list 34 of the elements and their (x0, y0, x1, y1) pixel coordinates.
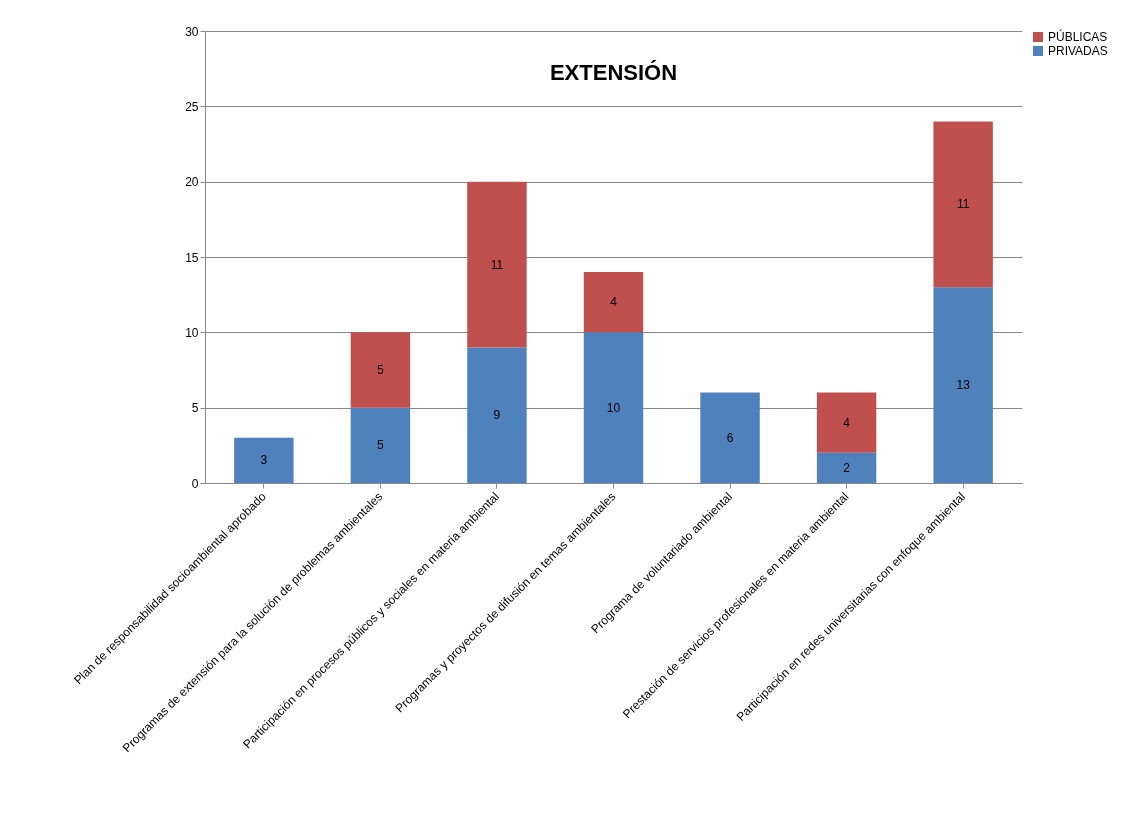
bar (350, 407, 411, 483)
y-tick-label: 15 (185, 250, 199, 265)
data-label: 4 (843, 415, 851, 430)
bar (933, 287, 993, 483)
y-tick-label: 20 (185, 175, 199, 190)
data-label: 6 (726, 430, 734, 445)
bar (700, 392, 760, 483)
bar (816, 392, 877, 453)
data-label: 2 (843, 460, 851, 475)
data-label: 11 (956, 197, 970, 212)
data-label: 11 (490, 257, 504, 272)
data-label: 10 (606, 400, 621, 415)
data-label: 9 (493, 408, 501, 423)
y-tick-label: 25 (185, 99, 199, 114)
y-tick-label: 30 (185, 24, 199, 39)
bar (933, 121, 993, 288)
data-label: 13 (956, 378, 971, 393)
legend-label: PÚBLICAS (1048, 29, 1108, 44)
y-tick-label: 10 (185, 325, 199, 340)
data-label: 5 (377, 363, 385, 377)
bar (467, 347, 527, 483)
data-label: 3 (260, 453, 268, 468)
data-label: 5 (377, 438, 385, 453)
legend-label: PRIVADAS (1048, 44, 1108, 58)
bar (816, 452, 877, 483)
text: EXTENSIÓN (549, 60, 678, 85)
y-tick-label: 5 (191, 401, 199, 416)
y-tick-label: 0 (191, 476, 199, 491)
bar (583, 272, 644, 333)
data-label: 4 (610, 295, 618, 310)
bar (583, 332, 644, 483)
bar (467, 181, 527, 348)
bar (234, 437, 294, 483)
bar (350, 332, 411, 408)
